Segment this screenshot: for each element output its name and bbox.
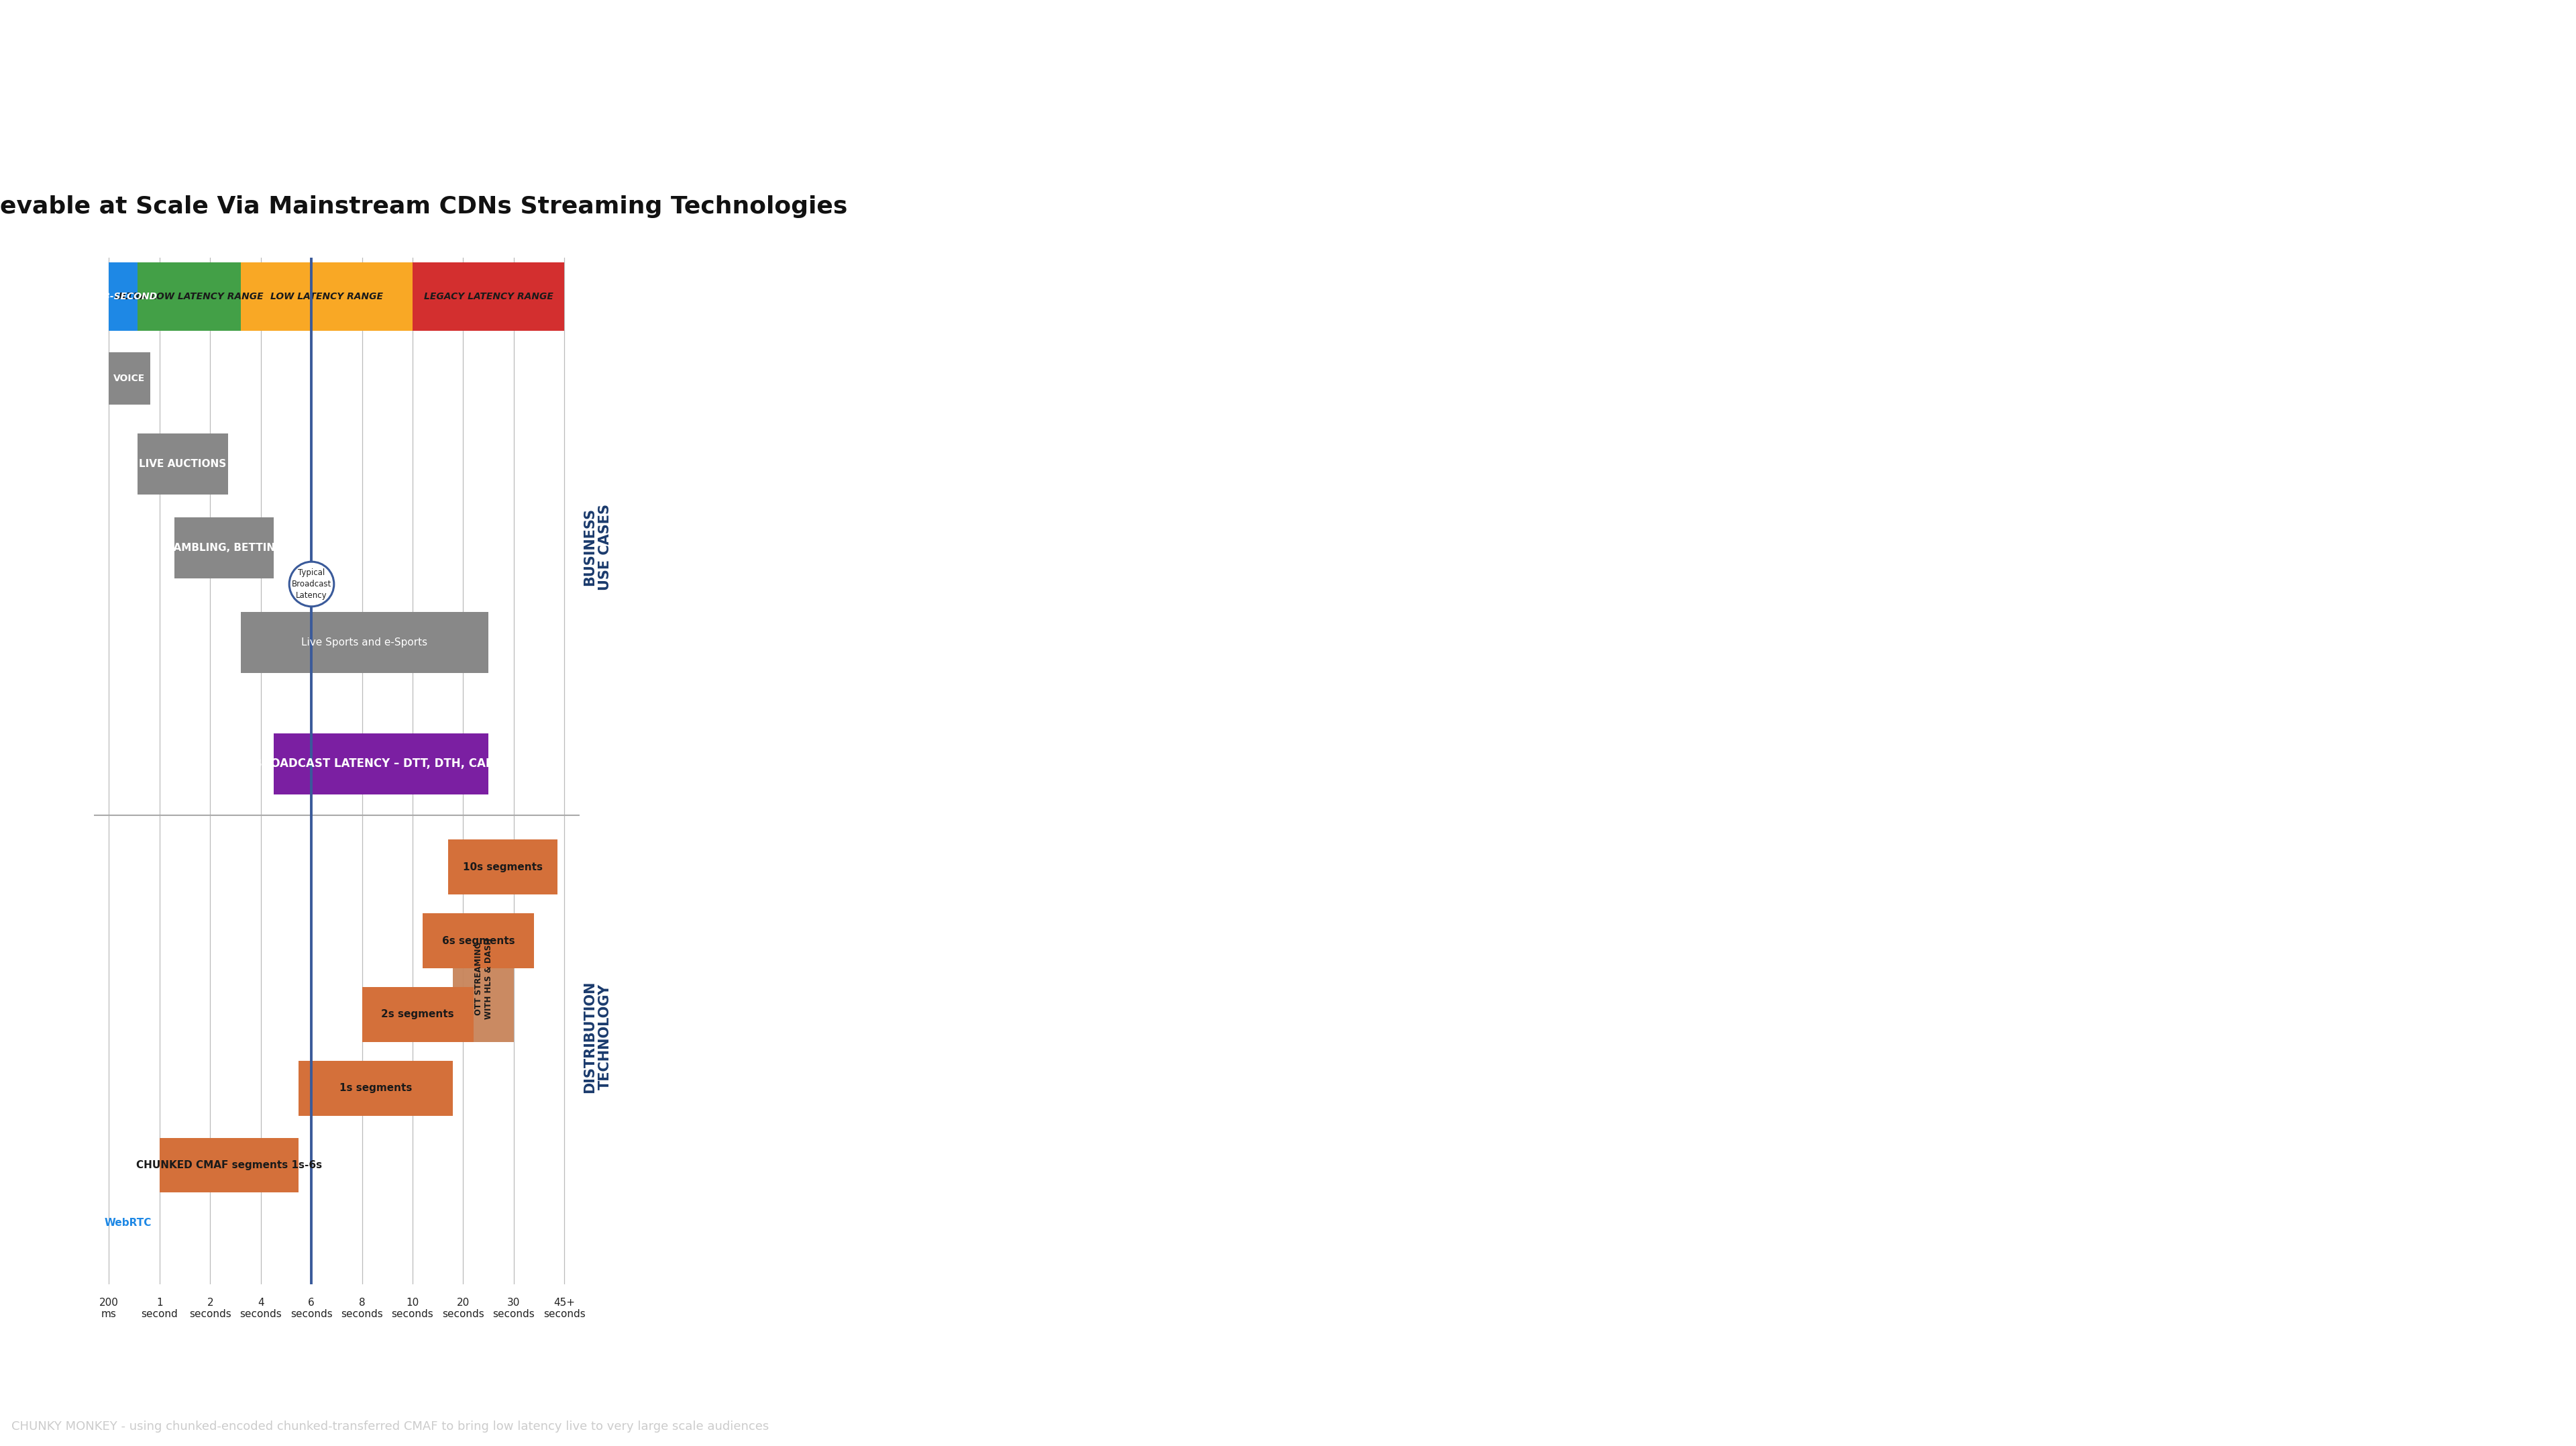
Text: D  E  M  U: D E M U — [28, 26, 392, 91]
Text: 45+
seconds: 45+ seconds — [544, 1297, 585, 1320]
Bar — [299, 1061, 453, 1115]
Bar — [108, 353, 149, 405]
Text: ULTRA LOW LATENCY RANGE: ULTRA LOW LATENCY RANGE — [116, 292, 263, 302]
Text: 8
seconds: 8 seconds — [340, 1297, 384, 1320]
Text: 10
seconds: 10 seconds — [392, 1297, 433, 1320]
Text: VOICE: VOICE — [113, 373, 144, 383]
Text: Will Law: Will Law — [13, 1388, 88, 1404]
Bar — [363, 988, 474, 1043]
Text: BROADCAST LATENCY – DTT, DTH, CABLE: BROADCAST LATENCY – DTT, DTH, CABLE — [252, 758, 507, 769]
Bar — [108, 263, 137, 331]
Bar — [273, 733, 489, 794]
Text: GAMBLING, BETTING: GAMBLING, BETTING — [165, 544, 283, 552]
Text: DISTRIBUTION
TECHNOLOGY: DISTRIBUTION TECHNOLOGY — [582, 980, 613, 1093]
Text: 10s segments: 10s segments — [464, 862, 544, 872]
Text: CHUNKY MONKEY - using chunked-encoded chunked-transferred CMAF to bring low late: CHUNKY MONKEY - using chunked-encoded ch… — [13, 1420, 770, 1433]
Text: 2
seconds: 2 seconds — [188, 1297, 232, 1320]
Text: CHUNKED CMAF segments 1s-6s: CHUNKED CMAF segments 1s-6s — [137, 1160, 322, 1170]
Text: 1s segments: 1s segments — [340, 1083, 412, 1093]
Bar — [160, 1138, 299, 1193]
Text: 2s segments: 2s segments — [381, 1009, 453, 1019]
Text: OTT STREAMING
WITH HLS & DASH: OTT STREAMING WITH HLS & DASH — [474, 938, 492, 1019]
Text: 4
seconds: 4 seconds — [240, 1297, 281, 1320]
Text: 20
seconds: 20 seconds — [443, 1297, 484, 1320]
Text: 30
seconds: 30 seconds — [492, 1297, 536, 1320]
Text: LIVE AUCTIONS: LIVE AUCTIONS — [139, 458, 227, 469]
Text: Live Sports and e-Sports: Live Sports and e-Sports — [301, 638, 428, 648]
Bar — [412, 263, 564, 331]
Text: BUSINESS
USE CASES: BUSINESS USE CASES — [582, 503, 613, 590]
Text: WebRTC: WebRTC — [103, 1218, 152, 1228]
Bar — [422, 914, 533, 969]
Bar — [240, 612, 489, 674]
Text: 1
second: 1 second — [142, 1297, 178, 1320]
Text: 6s segments: 6s segments — [443, 936, 515, 946]
Text: SUB-SECOND: SUB-SECOND — [90, 292, 157, 302]
Bar — [137, 434, 227, 495]
Text: LOW LATENCY RANGE: LOW LATENCY RANGE — [270, 292, 384, 302]
Text: E D: E D — [461, 26, 587, 91]
Text: Latency Achievable at Scale Via Mainstream CDNs Streaming Technologies: Latency Achievable at Scale Via Mainstre… — [0, 195, 848, 218]
Bar — [175, 518, 273, 578]
Text: LEGACY LATENCY RANGE: LEGACY LATENCY RANGE — [425, 292, 554, 302]
Bar — [137, 263, 240, 331]
Text: 200
ms: 200 ms — [100, 1297, 118, 1320]
Bar — [240, 263, 412, 331]
Text: 6
seconds: 6 seconds — [291, 1297, 332, 1320]
Bar — [453, 915, 513, 1043]
Text: X: X — [404, 26, 456, 91]
Bar — [448, 840, 556, 895]
Text: Typical
Broadcast
Latency: Typical Broadcast Latency — [291, 568, 332, 600]
